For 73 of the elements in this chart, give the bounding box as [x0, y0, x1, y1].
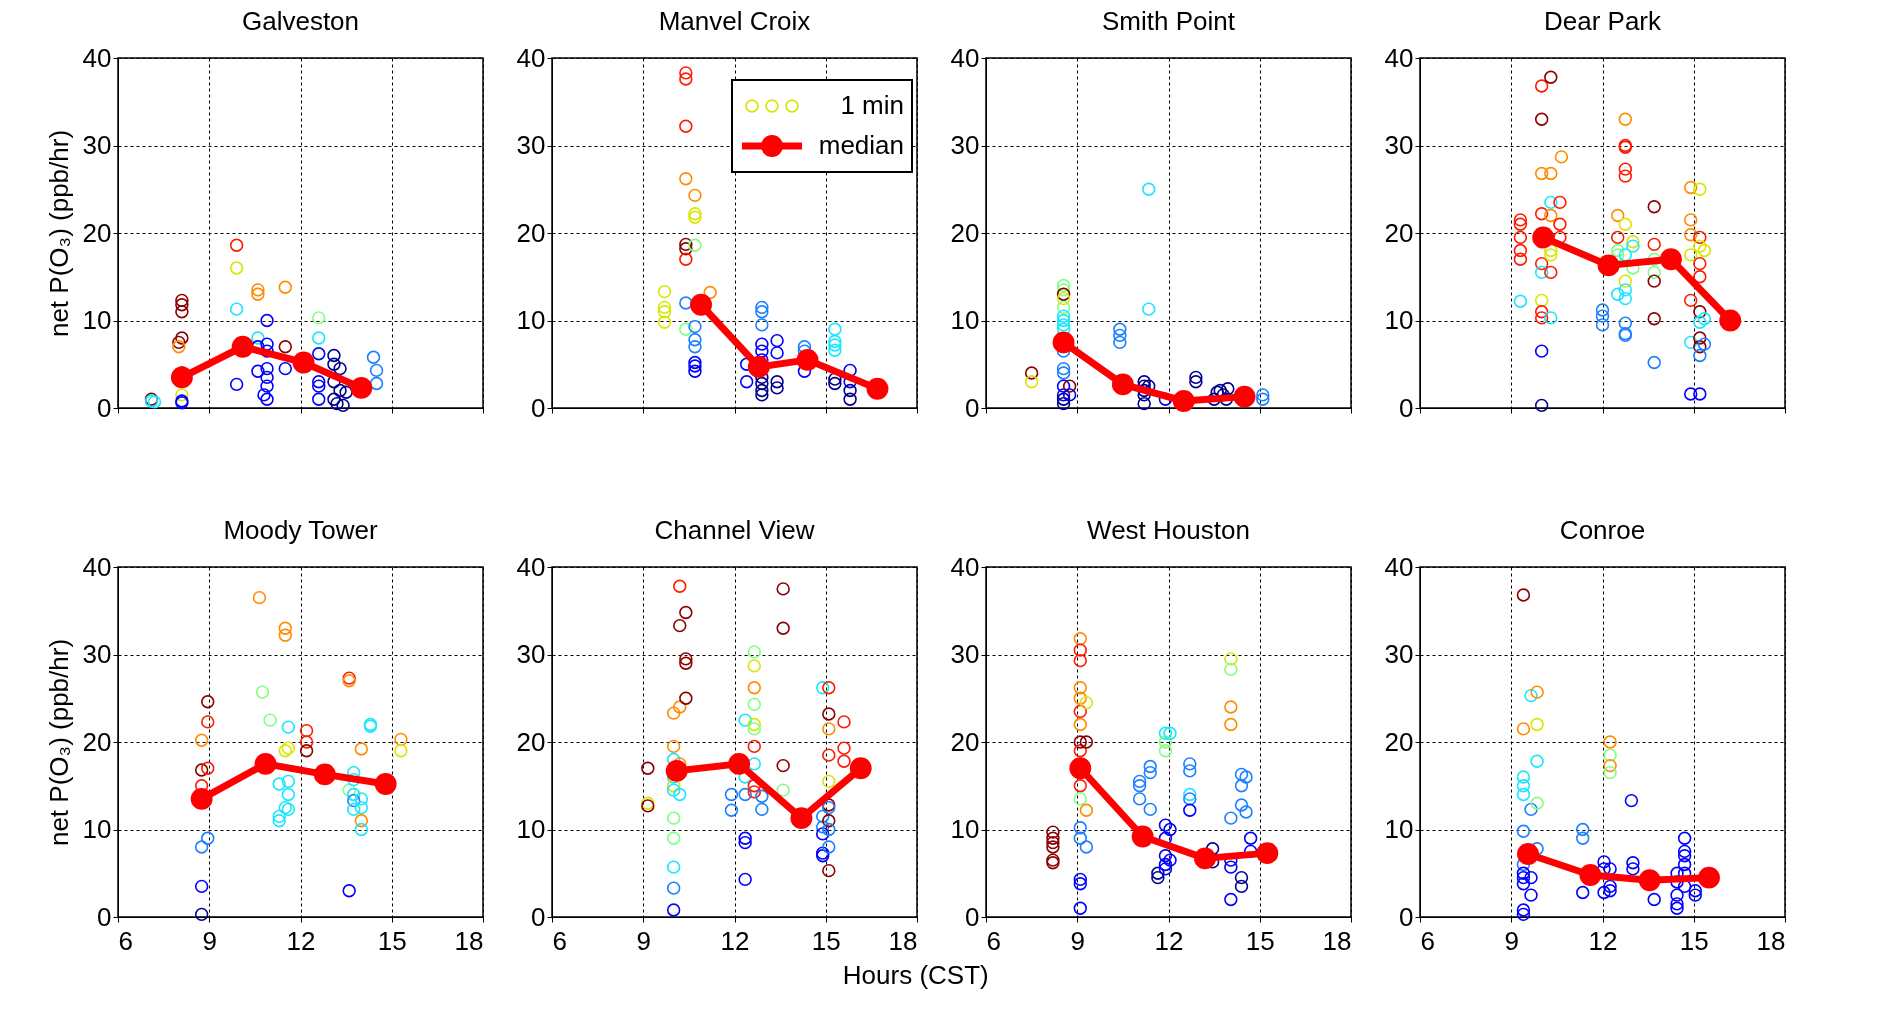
y-tick-label: 30	[950, 639, 980, 669]
y-tick-label: 40	[1384, 551, 1414, 582]
y-tick-label: 10	[82, 305, 112, 335]
x-tick-label: 6	[552, 925, 567, 956]
y-tick-label: 0	[1399, 901, 1414, 932]
y-axis-title: net P(O₃) (ppb/hr)	[43, 638, 74, 847]
x-tick-label: 9	[636, 925, 651, 956]
y-tick-label: 30	[82, 639, 112, 669]
y-tick-label: 40	[950, 42, 980, 73]
x-tick-label: 9	[202, 925, 217, 956]
x-tick-label: 18	[454, 925, 484, 956]
x-tick-label: 6	[986, 925, 1001, 956]
y-tick-label: 10	[1384, 814, 1414, 844]
y-tick-label: 40	[516, 551, 546, 582]
y-tick-label: 40	[82, 42, 112, 73]
y-tick-label: 20	[516, 726, 546, 757]
y-tick-label: 0	[531, 392, 546, 423]
x-tick-label: 12	[1588, 925, 1618, 956]
x-tick-label: 15	[1679, 925, 1709, 956]
y-tick-label: 20	[82, 217, 112, 248]
y-tick-label: 0	[965, 901, 980, 932]
x-tick-label: 15	[811, 925, 841, 956]
y-tick-label: 0	[1399, 392, 1414, 423]
chart-title: Manvel Croix	[658, 6, 811, 36]
y-tick-label: 0	[97, 392, 112, 423]
y-tick-label: 30	[82, 130, 112, 160]
x-tick-label: 18	[1322, 925, 1352, 956]
x-tick-label: 12	[1154, 925, 1184, 956]
chart-title: Moody Tower	[223, 515, 378, 545]
chart-title: West Houston	[1087, 515, 1250, 545]
y-tick-label: 40	[516, 42, 546, 73]
y-tick-label: 30	[1384, 639, 1414, 669]
y-tick-label: 30	[950, 130, 980, 160]
x-tick-label: 15	[377, 925, 407, 956]
y-tick-label: 30	[516, 639, 546, 669]
y-tick-label: 30	[1384, 130, 1414, 160]
y-tick-label: 40	[82, 551, 112, 582]
y-tick-label: 10	[950, 814, 980, 844]
chart-title: Smith Point	[1102, 6, 1236, 36]
y-tick-label: 0	[97, 901, 112, 932]
x-tick-label: 6	[118, 925, 133, 956]
legend-label: 1 min	[840, 90, 904, 120]
y-tick-label: 20	[1384, 217, 1414, 248]
chart-title: Galveston	[241, 6, 360, 36]
y-tick-label: 0	[531, 901, 546, 932]
x-tick-label: 12	[720, 925, 750, 956]
x-axis-title: Hours (CST)	[842, 959, 989, 990]
x-tick-label: 6	[1420, 925, 1435, 956]
y-tick-label: 30	[516, 130, 546, 160]
x-tick-label: 9	[1504, 925, 1519, 956]
x-tick-label: 9	[1070, 925, 1085, 956]
y-tick-label: 10	[82, 814, 112, 844]
y-tick-label: 40	[1384, 42, 1414, 73]
y-tick-label: 10	[1384, 305, 1414, 335]
x-tick-label: 15	[1245, 925, 1275, 956]
y-tick-label: 0	[965, 392, 980, 423]
y-tick-label: 20	[82, 726, 112, 757]
legend-label: median	[818, 130, 904, 160]
y-tick-label: 20	[950, 726, 980, 757]
y-axis-title: net P(O₃) (ppb/hr)	[43, 129, 74, 338]
y-tick-label: 40	[950, 551, 980, 582]
x-tick-label: 18	[1756, 925, 1786, 956]
chart-title: Channel View	[654, 515, 815, 545]
y-tick-label: 20	[516, 217, 546, 248]
y-tick-label: 20	[950, 217, 980, 248]
y-tick-label: 20	[1384, 726, 1414, 757]
y-tick-label: 10	[516, 814, 546, 844]
y-tick-label: 10	[516, 305, 546, 335]
y-tick-label: 10	[950, 305, 980, 335]
chart-title: Conroe	[1559, 515, 1646, 545]
chart-title: Dear Park	[1543, 6, 1663, 36]
x-tick-label: 18	[888, 925, 918, 956]
x-tick-label: 12	[286, 925, 316, 956]
